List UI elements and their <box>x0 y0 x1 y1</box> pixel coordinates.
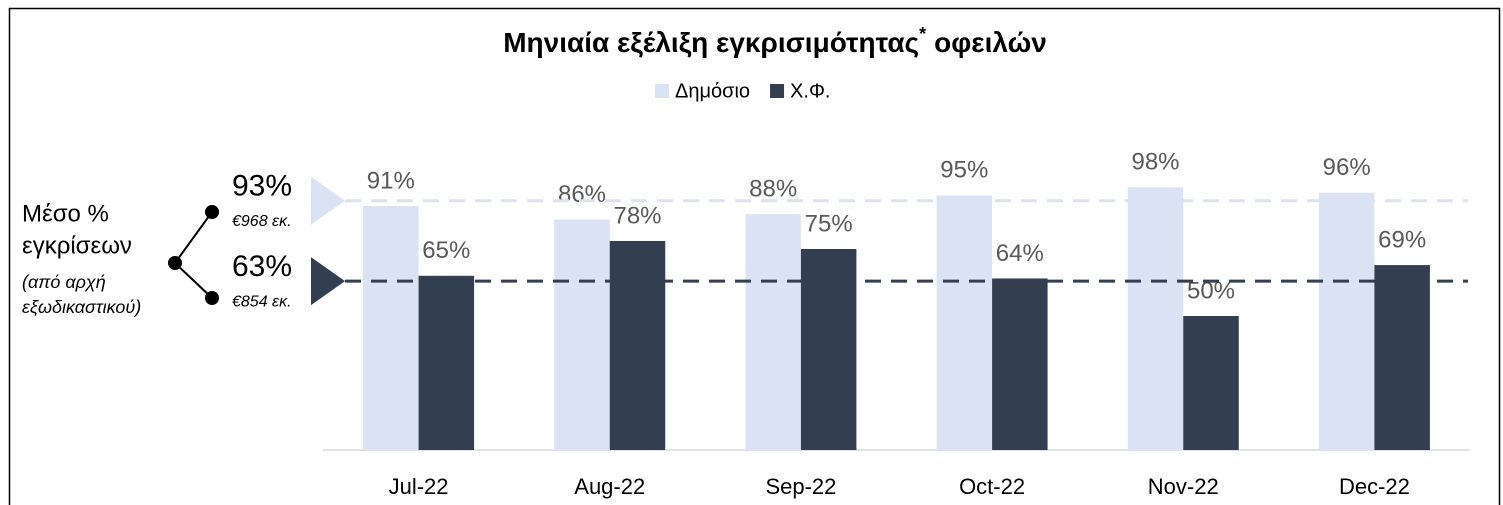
x-tick-label: Jul-22 <box>389 474 449 499</box>
brace-line <box>174 211 213 264</box>
annotation-note: (από αρχή <box>22 272 106 292</box>
value-label: 88% <box>749 176 797 203</box>
value-label: 91% <box>367 167 415 194</box>
legend-swatch <box>655 84 669 98</box>
bar <box>1127 187 1184 451</box>
value-label: 96% <box>1323 154 1371 181</box>
legend-swatch <box>770 84 785 98</box>
value-label: 95% <box>940 157 988 184</box>
bar <box>745 214 801 450</box>
value-label: 69% <box>1378 226 1426 253</box>
value-label: 64% <box>996 240 1044 267</box>
bar <box>363 206 419 450</box>
value-label: 98% <box>1131 149 1179 176</box>
brace <box>168 205 219 305</box>
reference-label: 63% <box>232 250 292 283</box>
brace-dot <box>205 205 219 219</box>
bar <box>1318 192 1375 450</box>
legend-label: Χ.Φ. <box>790 80 830 102</box>
x-tick-label: Oct-22 <box>959 474 1025 499</box>
bar <box>1183 316 1239 450</box>
title-text: Μηνιαία εξέλιξη εγκρισιμότητας <box>503 27 919 58</box>
annotation-note: εξωδικαστικού) <box>22 297 141 317</box>
reference-note: €854 εκ. <box>232 293 292 310</box>
bar <box>992 278 1048 450</box>
chart-title: Μηνιαία εξέλιξη εγκρισιμότητας* οφειλών <box>503 24 1047 59</box>
value-label: 65% <box>422 237 470 264</box>
brace-dot <box>168 256 182 270</box>
x-tick-label: Sep-22 <box>765 474 836 499</box>
annotation: εγκρίσεων <box>22 232 132 259</box>
bar <box>1374 265 1430 450</box>
bar <box>936 195 993 450</box>
value-label: 75% <box>805 210 853 237</box>
x-tick-label: Nov-22 <box>1148 474 1219 499</box>
bar <box>554 219 610 450</box>
reference-marker <box>311 257 345 306</box>
title-mark: * <box>919 24 926 44</box>
annotation: Μέσο % <box>22 200 109 227</box>
frame <box>8 7 1501 505</box>
brace-dot <box>205 291 219 305</box>
reference-label: 93% <box>232 170 292 203</box>
reference-note: €968 εκ. <box>232 213 292 230</box>
legend-label: Δημόσιο <box>675 80 750 102</box>
value-label: 86% <box>558 181 606 208</box>
value-label: 78% <box>613 202 661 229</box>
reference-marker <box>311 176 345 225</box>
x-tick-label: Aug-22 <box>574 474 645 499</box>
brace-line <box>174 262 213 299</box>
bar <box>800 249 857 450</box>
title-end: οφειλών <box>934 27 1047 58</box>
bar <box>609 240 666 450</box>
x-tick-label: Dec-22 <box>1339 474 1410 499</box>
bar <box>418 275 475 450</box>
